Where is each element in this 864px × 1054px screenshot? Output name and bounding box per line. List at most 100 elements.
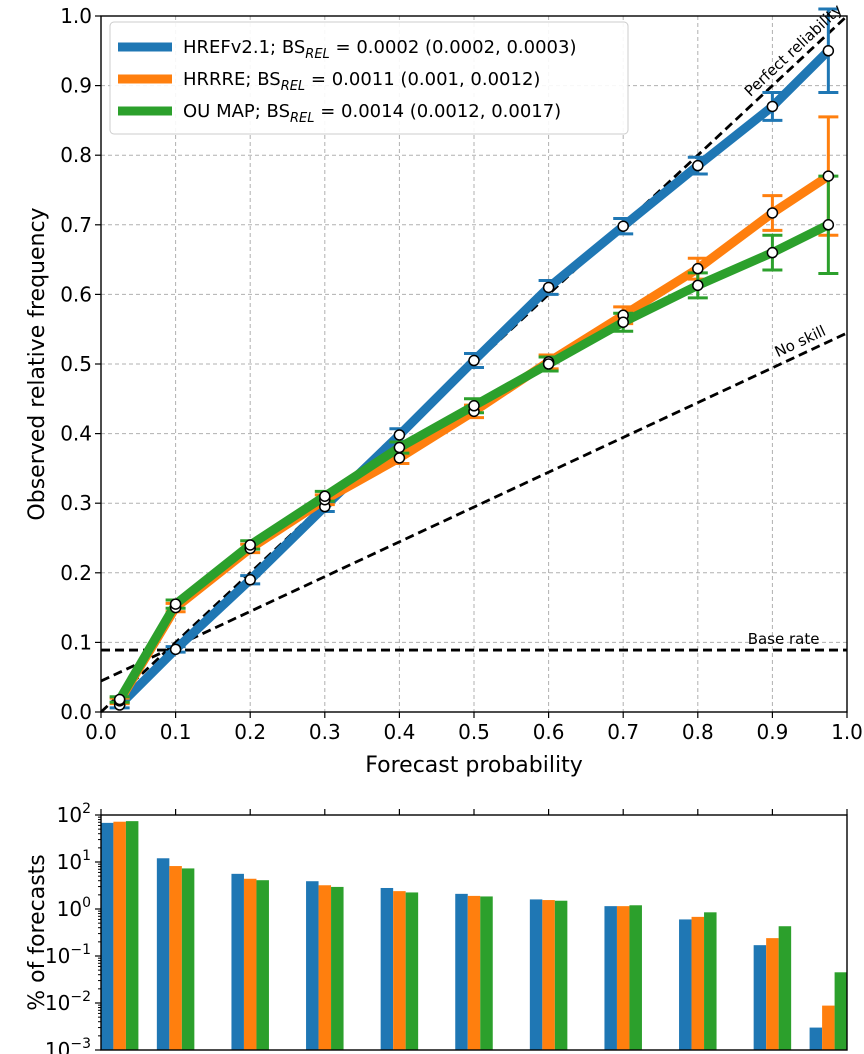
histogram-bar <box>393 891 406 1050</box>
histogram-bar <box>331 886 344 1050</box>
point-ou-map <box>169 598 182 610</box>
histogram-y-tick-label: 10−1 <box>45 942 91 968</box>
histogram-bar <box>778 926 792 1050</box>
point-ou-map <box>617 316 629 328</box>
y-axis-title: Observed relative frequency <box>25 207 50 520</box>
point-ou-map <box>113 693 126 706</box>
histogram-y-axis-title: % of forecasts <box>25 854 50 1011</box>
base-rate-label: Base rate <box>748 630 820 648</box>
histogram-bar <box>480 896 493 1050</box>
histogram-axis-ticks: 102 101 100 10−1 10−2 10−3 <box>45 801 848 1054</box>
y-tick-label-0-4: 0.4 <box>60 422 92 446</box>
histogram-bar <box>100 822 114 1050</box>
x-tick-label-0-1: 0.1 <box>160 720 192 744</box>
legend-box <box>109 21 629 135</box>
point-hrefv2-1 <box>542 281 555 294</box>
point-hrefv2-1 <box>244 574 256 586</box>
x-tick-label-0-3: 0.3 <box>309 720 341 744</box>
point-hrefv2-1 <box>766 100 779 113</box>
legend-entry-ou-map: OU MAP; BSREL = 0.0014 (0.0012, 0.0017) <box>183 101 561 126</box>
legend-entry-hrrre: HRRRE; BSREL = 0.0011 (0.001, 0.0012) <box>183 69 540 94</box>
point-hrefv2-1 <box>692 159 704 172</box>
y-tick-label-0-2: 0.2 <box>60 561 92 585</box>
y-tick-label-1-0: 1.0 <box>60 4 92 28</box>
histogram-y-tick-label: 10−3 <box>45 1036 91 1054</box>
y-tick-label-0-0: 0.0 <box>60 700 92 724</box>
histogram-y-tick-label: 101 <box>57 848 91 874</box>
histogram-bar <box>704 912 717 1050</box>
x-tick-label-0-9: 0.9 <box>756 720 788 744</box>
point-hrefv2-1 <box>169 643 182 656</box>
histogram-bar <box>256 880 269 1050</box>
histogram-bar <box>834 972 848 1050</box>
point-hrrre <box>692 262 704 275</box>
legend-entry-hrefv21: HREFv2.1; BSREL = 0.0002 (0.0002, 0.0003… <box>183 37 576 62</box>
histogram-bar <box>380 887 394 1050</box>
histogram-y-tick-label: 10−2 <box>45 989 91 1015</box>
y-tick-label-0-7: 0.7 <box>60 213 92 237</box>
histogram-bar <box>125 821 139 1050</box>
reliability-diagram: 0.0 0.1 0.2 0.3 0.4 0.5 0.6 0.7 0.8 0.9 1.0 0.0 0.1 0… <box>25 0 863 778</box>
histogram-bar <box>822 1005 835 1050</box>
point-ou-map <box>244 539 256 551</box>
x-tick-label-0-4: 0.4 <box>383 720 415 744</box>
histogram-bar <box>542 900 555 1050</box>
y-tick-label-0-6: 0.6 <box>60 282 92 306</box>
x-tick-label-0-2: 0.2 <box>234 720 266 744</box>
point-ou-map <box>822 219 835 231</box>
histogram-bar <box>467 895 481 1050</box>
histogram-bar <box>156 858 170 1050</box>
point-hrefv2-1 <box>468 354 480 367</box>
histogram-bar <box>181 868 195 1050</box>
histogram-bar <box>113 821 126 1050</box>
histogram-y-tick-label: 100 <box>57 895 91 921</box>
histogram-bar <box>529 899 543 1050</box>
histogram-bar <box>405 892 419 1050</box>
histogram-bar <box>679 919 692 1050</box>
point-hrefv2-1 <box>617 220 629 232</box>
point-ou-map <box>766 246 779 259</box>
point-hrrre <box>766 207 779 219</box>
histogram-bar <box>616 906 630 1050</box>
histogram-bar <box>753 945 767 1050</box>
point-ou-map <box>393 441 406 454</box>
x-tick-label-1-0: 1.0 <box>831 720 863 744</box>
point-ou-map <box>468 400 480 412</box>
histogram-bar <box>169 866 182 1050</box>
point-ou-map <box>319 490 331 502</box>
y-tick-label-0-1: 0.1 <box>60 630 92 654</box>
histogram-bars <box>100 821 848 1050</box>
histogram-bar <box>243 878 257 1050</box>
point-ou-map <box>692 279 704 292</box>
histogram-bar <box>766 938 779 1050</box>
point-ou-map <box>542 358 555 370</box>
x-tick-label-0-5: 0.5 <box>458 720 490 744</box>
histogram-bar <box>554 900 568 1050</box>
legend: HREFv2.1; BSREL = 0.0002 (0.0002, 0.0003… <box>109 21 629 135</box>
y-tick-label-0-9: 0.9 <box>60 74 92 98</box>
histogram-y-tick-label: 102 <box>57 801 91 827</box>
no-skill-line <box>100 331 848 683</box>
reliability-axis-ticks: 0.0 0.1 0.2 0.3 0.4 0.5 0.6 0.7 0.8 0.9 1.0 0.0 0.1 0… <box>60 4 863 744</box>
point-hrrre <box>393 452 406 464</box>
x-tick-label-0-8: 0.8 <box>682 720 714 744</box>
point-hrrre <box>822 170 835 182</box>
histogram-bar <box>231 873 244 1050</box>
point-hrefv2-1 <box>393 429 406 441</box>
point-hrefv2-1 <box>822 45 835 57</box>
x-tick-label-0-6: 0.6 <box>533 720 565 744</box>
histogram-bar <box>604 906 617 1050</box>
reliability-series <box>109 7 839 711</box>
histogram-bar <box>809 1027 823 1050</box>
histogram-bar <box>455 893 468 1050</box>
y-tick-label-0-3: 0.3 <box>60 491 92 515</box>
y-tick-label-0-8: 0.8 <box>60 143 92 167</box>
histogram-bar <box>629 905 642 1050</box>
forecast-histogram: 102 101 100 10−1 10−2 10−3 % of forecasts <box>25 801 848 1054</box>
histogram-bar <box>691 916 705 1050</box>
histogram-bar <box>318 885 332 1050</box>
x-axis-title: Forecast probability <box>365 753 582 778</box>
x-tick-label-0-0: 0.0 <box>85 720 117 744</box>
histogram-bar <box>306 881 319 1050</box>
